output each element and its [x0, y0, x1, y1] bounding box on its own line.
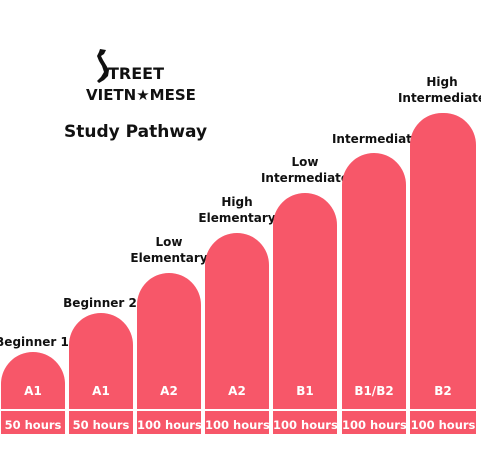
level-code: A2 [228, 384, 246, 398]
step-name: Beginner 1 [0, 335, 69, 349]
step-bar [137, 273, 201, 434]
level-code: A1 [92, 384, 110, 398]
level-code: B2 [434, 384, 452, 398]
hours-label: 50 hours [72, 418, 130, 432]
step-name: High Elementary [198, 195, 276, 225]
level-code: A2 [160, 384, 178, 398]
step-bar [410, 113, 476, 434]
hours-label: 100 hours [273, 418, 338, 432]
step-bar [69, 313, 133, 434]
level-code: A1 [24, 384, 42, 398]
divider [0, 409, 481, 411]
level-code: B1 [296, 384, 314, 398]
page-title: Study Pathway [64, 122, 208, 142]
hours-label: 100 hours [410, 418, 476, 432]
step-name: Low Elementary [130, 235, 208, 265]
step-bar [1, 352, 65, 434]
hours-label: 100 hours [137, 418, 202, 432]
step-name: Beginner 2 [63, 296, 137, 310]
logo-text-street: TREET [108, 64, 165, 83]
hours-label: 100 hours [205, 418, 270, 432]
step-bar [342, 153, 406, 434]
step-bar [205, 233, 269, 434]
vietnam-map-icon [97, 49, 109, 83]
step-name: Low Intermediate [260, 155, 350, 185]
level-code: B1/B2 [354, 384, 394, 398]
step-name: Intermediate [331, 132, 421, 146]
hours-label: 50 hours [4, 418, 62, 432]
street-vietnamese-logo: TREET VIETN★MESE [86, 46, 196, 108]
logo-text-vietnamese: VIETN★MESE [86, 86, 196, 104]
step-name: High Intermediate [397, 75, 481, 105]
step-bar [273, 193, 337, 434]
hours-label: 100 hours [342, 418, 407, 432]
